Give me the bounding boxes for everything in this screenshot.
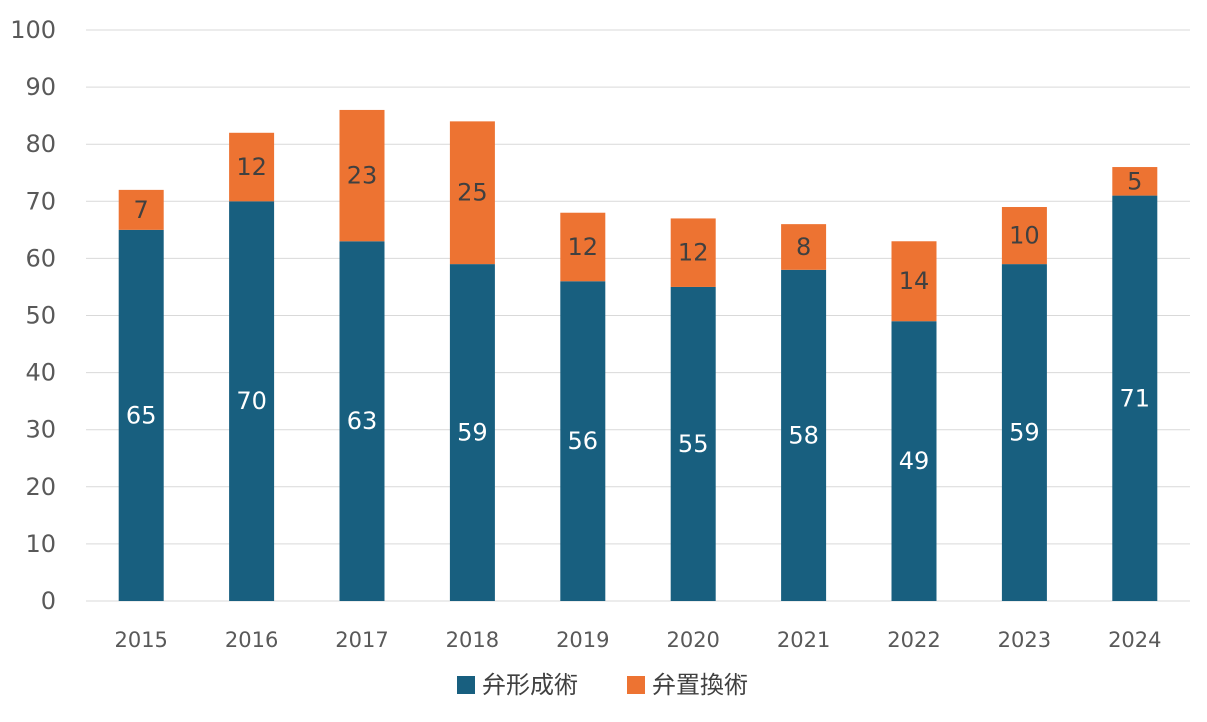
data-label: 55 — [678, 430, 709, 458]
x-tick-label: 2024 — [1108, 628, 1161, 652]
y-tick-label: 10 — [25, 530, 56, 558]
legend-label: 弁置換術 — [652, 671, 748, 699]
data-label: 49 — [899, 447, 930, 475]
y-tick-label: 0 — [41, 587, 56, 615]
data-label: 8 — [796, 233, 811, 261]
x-tick-label: 2020 — [666, 628, 719, 652]
bar-segment — [891, 321, 937, 601]
x-tick-label: 2016 — [225, 628, 278, 652]
x-tick-label: 2023 — [998, 628, 1051, 652]
bars-layer — [118, 109, 1158, 602]
legend: 弁形成術 弁置換術 — [457, 671, 748, 699]
y-tick-label: 60 — [25, 244, 56, 272]
data-label: 12 — [568, 233, 599, 261]
bar-segment — [781, 269, 827, 601]
data-label: 58 — [788, 421, 819, 449]
data-label: 12 — [678, 239, 709, 267]
bar-segment — [560, 212, 606, 282]
bar-segment — [670, 218, 716, 287]
bar-segment — [229, 132, 275, 202]
y-tick-label: 30 — [25, 416, 56, 444]
bar-segment — [1001, 264, 1047, 601]
data-label: 5 — [1127, 167, 1142, 195]
bar-segment — [781, 224, 827, 270]
data-label: 7 — [134, 196, 149, 224]
data-label: 10 — [1009, 222, 1040, 250]
data-label: 12 — [236, 153, 267, 181]
x-tick-label: 2017 — [335, 628, 388, 652]
bar-segment — [560, 281, 606, 601]
bar-segment — [1001, 207, 1047, 265]
data-label: 63 — [347, 407, 378, 435]
bar-segment — [339, 109, 385, 242]
legend-swatch — [457, 676, 475, 694]
bar-segment — [670, 286, 716, 601]
y-tick-label: 80 — [25, 130, 56, 158]
x-axis: 2015 2016 2017 2018 2019 2020 2021 2022 2023 2024 — [114, 628, 1161, 652]
bar-segment — [118, 229, 164, 601]
y-tick-label: 70 — [25, 187, 56, 215]
y-tick-label: 20 — [25, 473, 56, 501]
y-tick-label: 50 — [25, 302, 56, 330]
data-label: 65 — [126, 401, 157, 429]
data-label: 14 — [899, 267, 930, 295]
data-label: 59 — [457, 419, 488, 447]
x-tick-label: 2021 — [777, 628, 830, 652]
data-label: 23 — [347, 162, 378, 190]
bar-segment — [1112, 195, 1158, 601]
bar-segment — [339, 241, 385, 601]
data-label: 70 — [236, 387, 267, 415]
bar-segment — [229, 201, 275, 602]
y-tick-label: 40 — [25, 359, 56, 387]
y-axis: 0 10 20 30 40 50 60 70 80 90 100 — [10, 16, 56, 615]
bar-segment — [449, 264, 495, 601]
bar-segment — [1112, 167, 1158, 196]
data-label: 25 — [457, 179, 488, 207]
data-label: 71 — [1120, 384, 1151, 412]
data-label: 56 — [568, 427, 599, 455]
y-tick-label: 100 — [10, 16, 56, 44]
x-tick-label: 2022 — [887, 628, 940, 652]
bar-segment — [118, 189, 164, 230]
legend-label: 弁形成術 — [482, 671, 578, 699]
bar-segment — [891, 241, 937, 322]
data-label: 59 — [1009, 419, 1040, 447]
x-tick-label: 2018 — [446, 628, 499, 652]
bar-segment — [449, 121, 495, 265]
legend-swatch — [627, 676, 645, 694]
y-tick-label: 90 — [25, 73, 56, 101]
data-labels-layer: 65 7 70 12 63 23 59 25 56 12 55 12 58 8 49 14 59 10 71 5 — [126, 153, 1150, 475]
x-tick-label: 2015 — [114, 628, 167, 652]
x-tick-label: 2019 — [556, 628, 609, 652]
